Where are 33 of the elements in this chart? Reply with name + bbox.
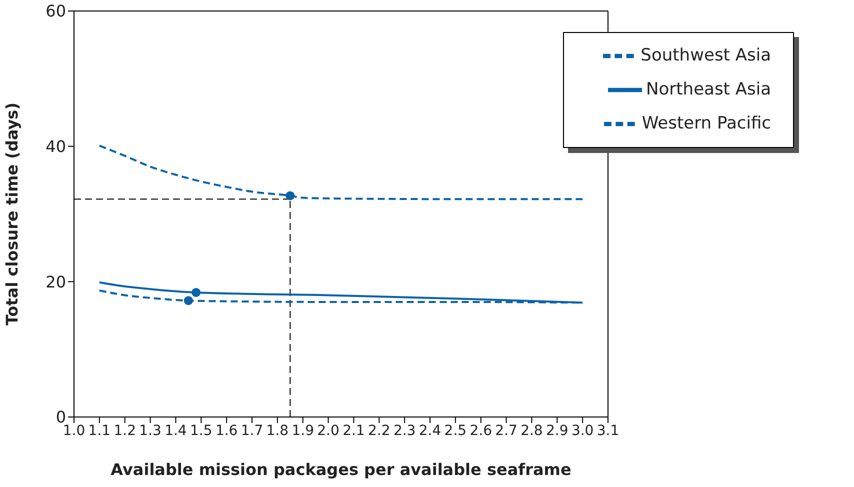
x-tick-label: 2.8 [520,422,543,439]
legend-label: Southwest Asia [640,46,771,66]
x-tick-label: 1.3 [139,422,162,439]
x-tick-label: 1.1 [88,422,111,439]
x-tick-label: 2.4 [418,422,442,439]
x-tick-label: 3.1 [596,422,620,439]
point [286,191,295,200]
x-tick-label: 2.7 [495,422,518,439]
x-tick-label: 2.2 [368,422,390,439]
x-tick-label: 2.6 [470,422,492,439]
point [192,288,201,297]
x-tick-label: 2.1 [342,422,365,439]
legend-label: Western Pacific [642,114,771,134]
x-axis-title: Available mission packages per available seaframe [110,460,572,479]
x-tick-label: 1.2 [114,422,136,439]
x-tick-label: 3.0 [571,422,594,439]
x-tick-label: 2.5 [444,422,467,439]
line-series [98,144,584,200]
y-tick-label: 60 [46,2,66,21]
x-tick-label: 2.3 [393,422,416,439]
x-tick-label: 1.5 [190,422,212,439]
x-tick-label: 1.8 [266,422,289,439]
x-tick-label: 1.7 [240,422,264,439]
y-axis-title: Total closure time (days) [2,102,22,326]
point [184,296,193,306]
y-tick-label: 40 [46,137,66,156]
x-tick-label: 1.6 [215,422,238,439]
y-tick-label: 20 [46,272,66,292]
x-tick-label: 1.9 [292,422,314,439]
legend-label: Northeast Asia [646,80,771,100]
x-tick-label: 2.0 [317,422,340,439]
x-tick-label: 2.9 [546,422,568,439]
x-tick-label: 1.4 [164,422,187,439]
